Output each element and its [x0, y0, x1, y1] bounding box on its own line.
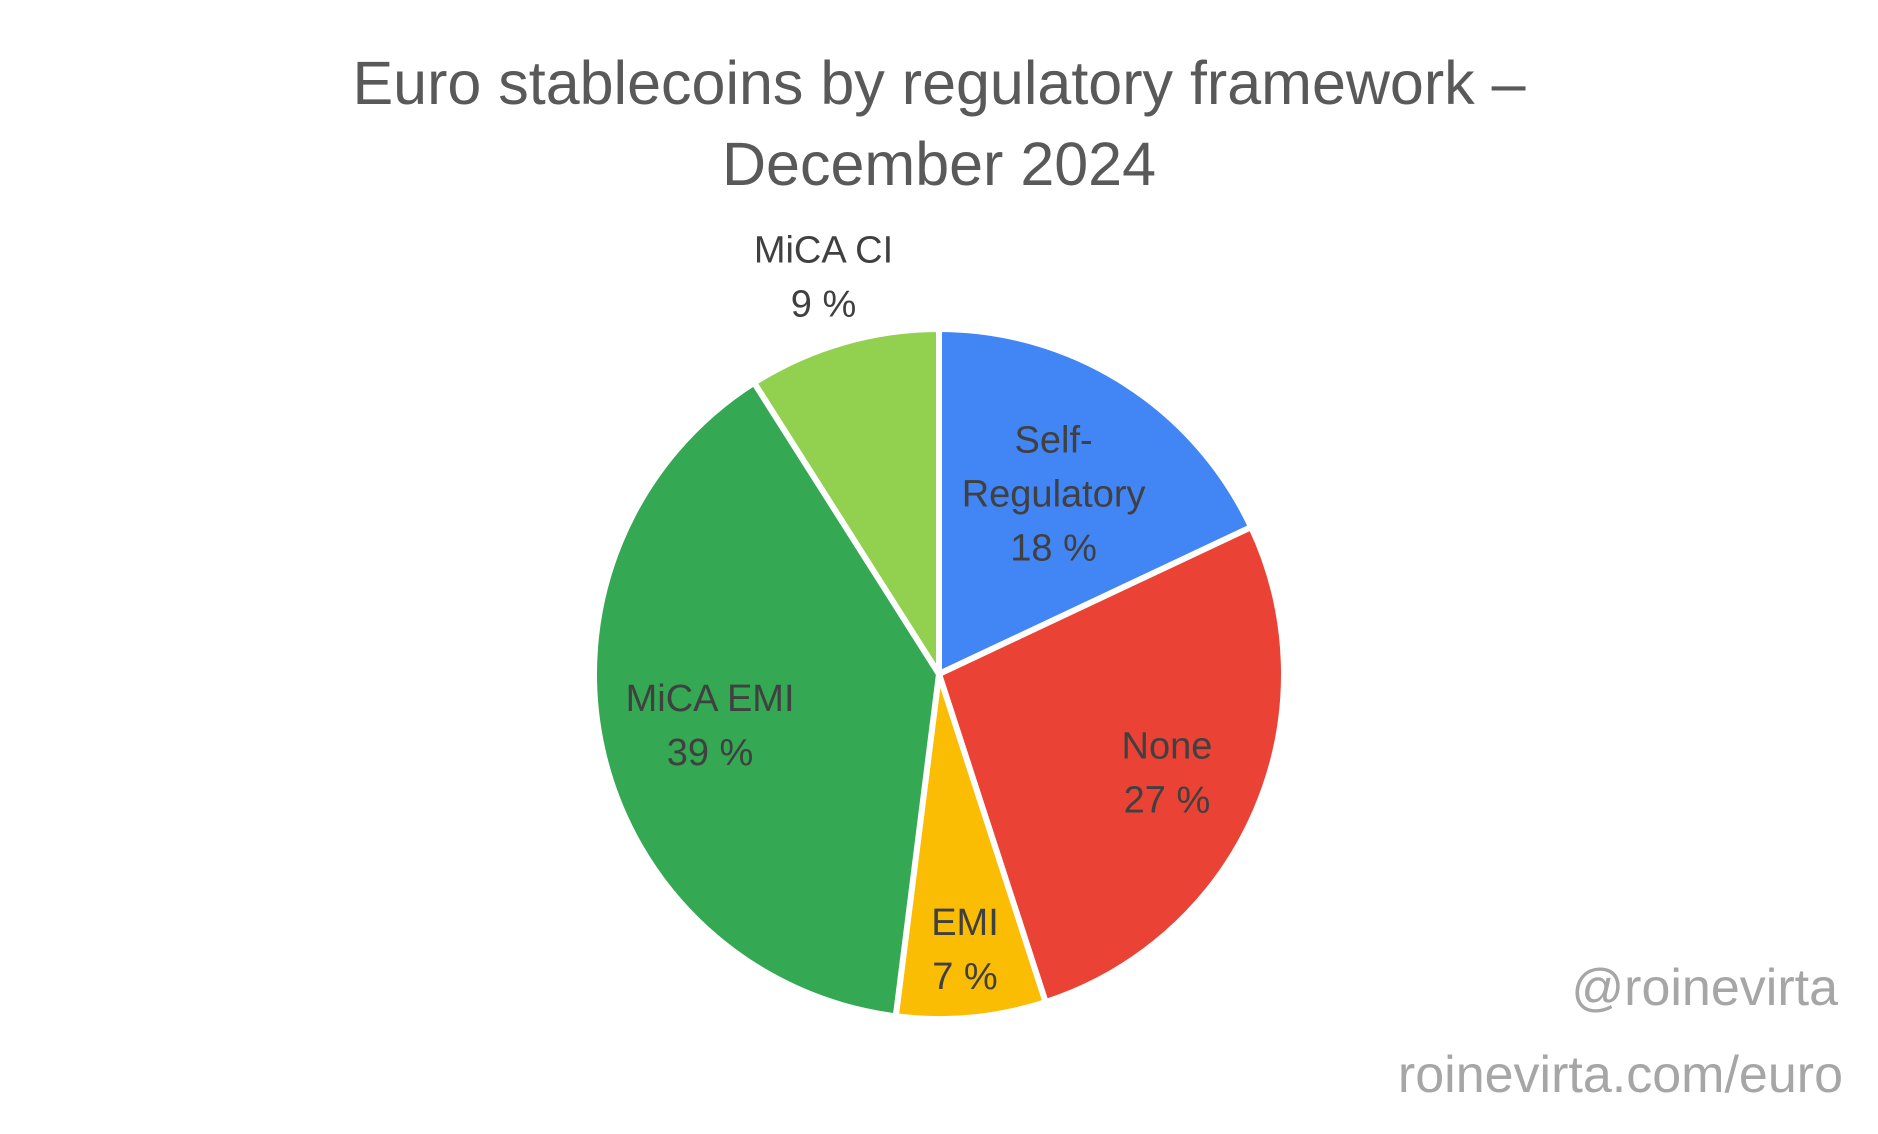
pie-slice-self-regulatory: [936, 326, 1255, 677]
pie-slice-emi: [892, 671, 1049, 1022]
watermark-handle: @roinevirta: [1571, 959, 1838, 1017]
slice-label: None: [1122, 726, 1213, 768]
slice-value-label: 9 %: [791, 283, 856, 325]
slice-label: Regulatory: [962, 473, 1146, 515]
slice-value-label: 27 %: [1124, 780, 1211, 822]
slice-label: EMI: [931, 902, 999, 944]
pie-slice-mica-ci: [751, 326, 942, 677]
slice-value-label: 7 %: [932, 956, 997, 998]
watermark-url: roinevirta.com/euro: [1398, 1046, 1843, 1104]
slice-label: MiCA CI: [754, 229, 893, 271]
slice-label: Self-: [1015, 419, 1093, 461]
slice-value-label: 39 %: [667, 732, 754, 774]
slice-value-label: 18 %: [1010, 527, 1097, 569]
pie-slice-none: [936, 524, 1287, 1006]
chart-title-line-2: December 2024: [722, 130, 1156, 198]
slice-label: MiCA EMI: [626, 678, 795, 720]
chart-title-line-1: Euro stablecoins by regulatory framework…: [352, 49, 1525, 117]
